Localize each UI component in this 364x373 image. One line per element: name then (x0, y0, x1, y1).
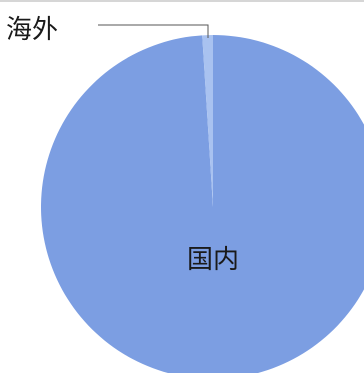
top-border (0, 0, 364, 2)
pie-slices (41, 35, 364, 373)
slice-label-domestic: 国内 (187, 245, 239, 275)
slice-label-overseas: 海外 (6, 15, 58, 45)
overseas-leader-line (98, 24, 209, 38)
pie-slice-overseas (202, 35, 213, 207)
pie-slice-domestic (41, 35, 364, 373)
